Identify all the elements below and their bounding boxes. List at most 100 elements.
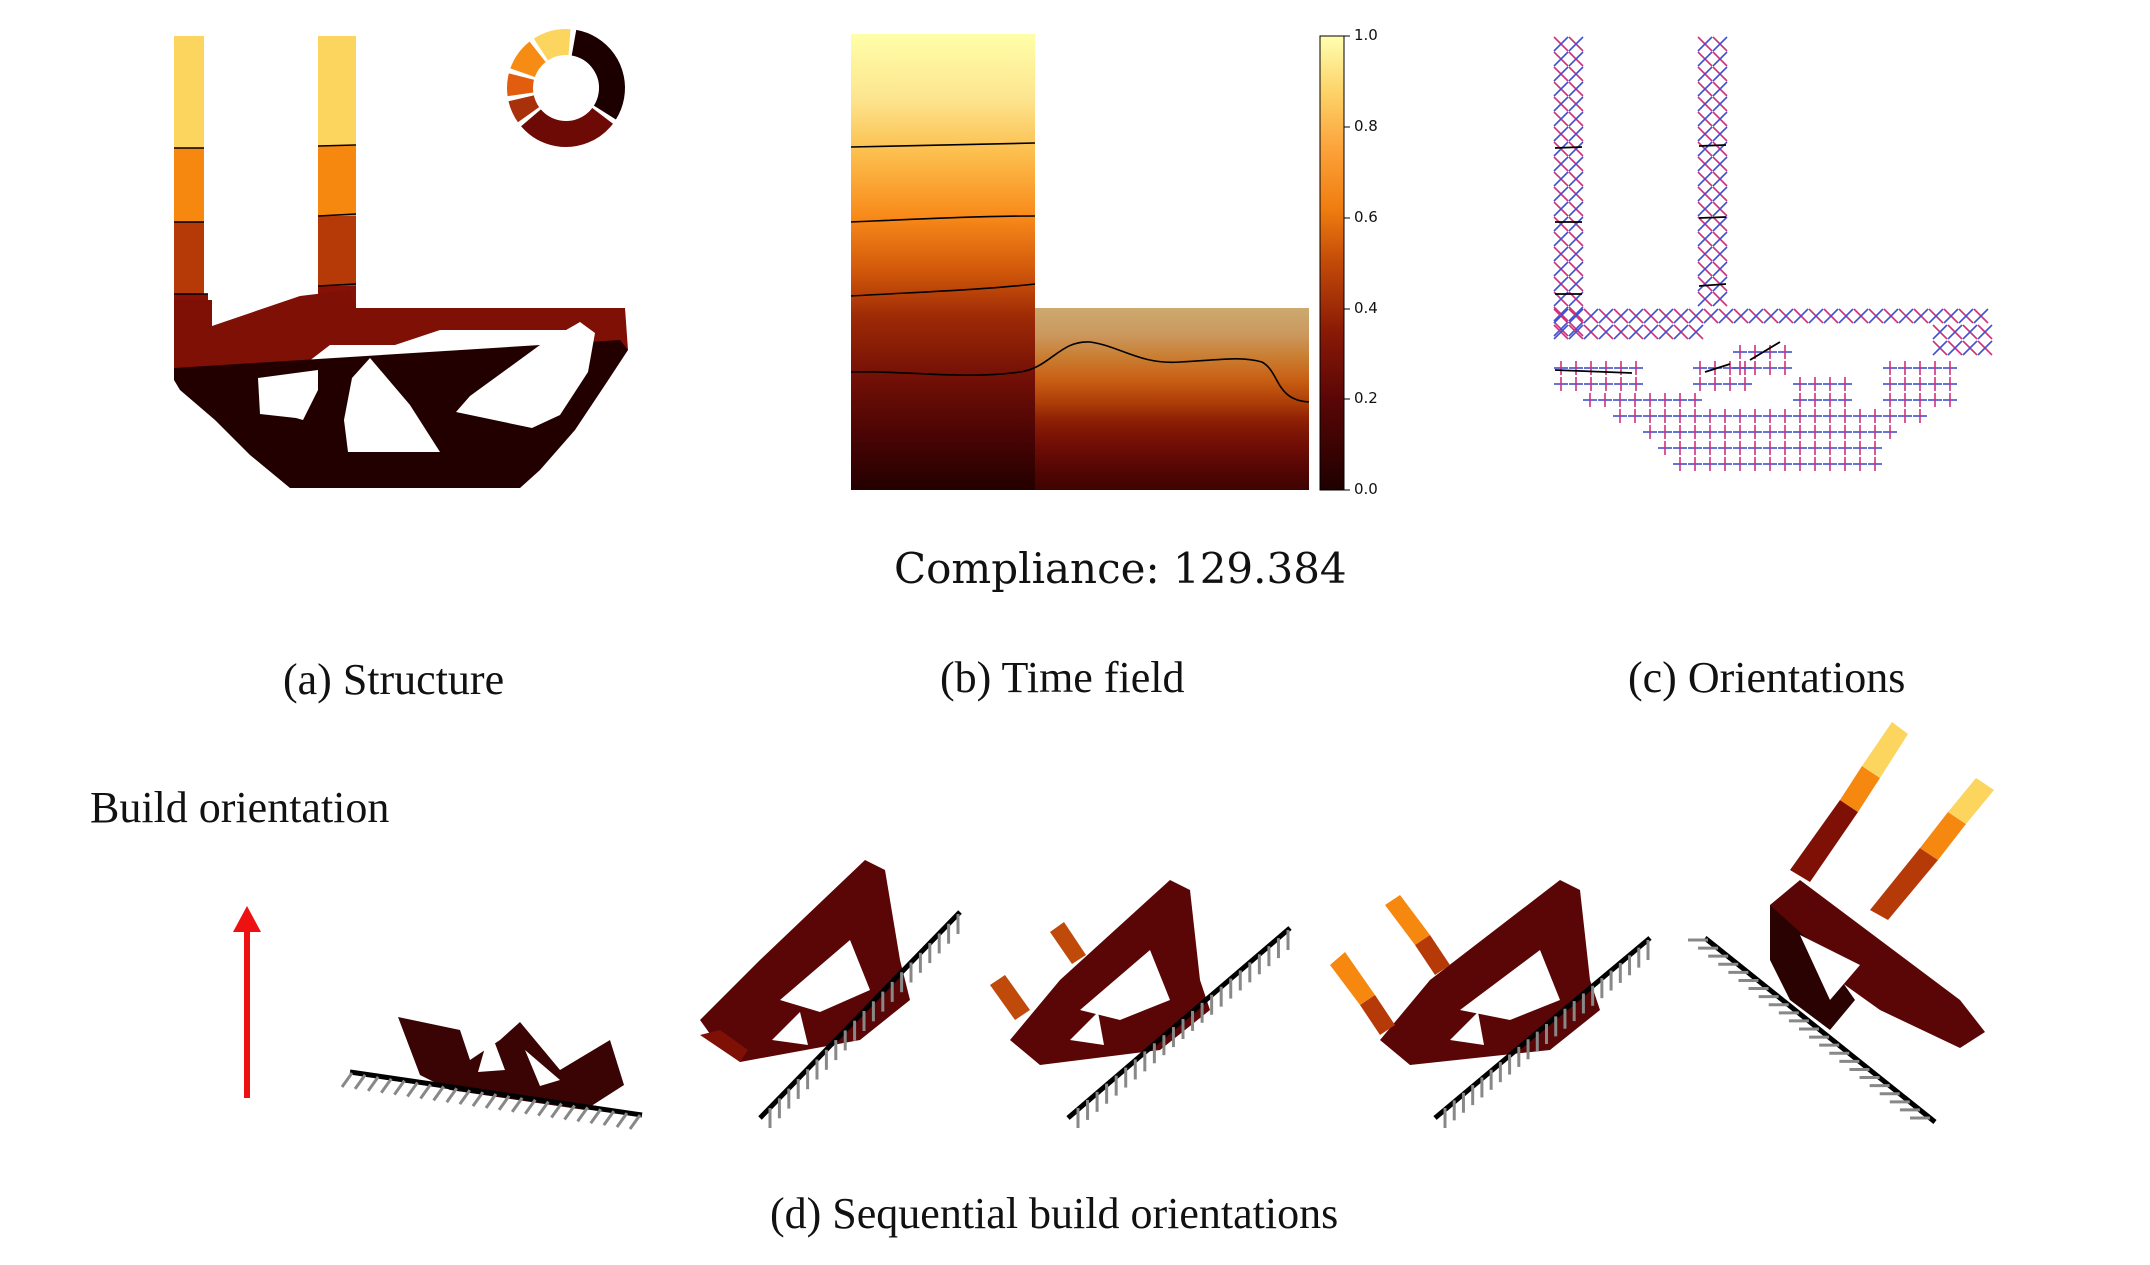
orientation-x-marker (1568, 231, 1584, 247)
orientation-x-marker (1697, 81, 1713, 97)
orientation-x-marker (1568, 276, 1584, 292)
orientation-x-marker (1568, 201, 1584, 217)
orientation-plus-marker (1883, 393, 1897, 407)
orientation-plus-marker (1793, 393, 1807, 407)
compliance-text: Compliance: 129.384 (894, 544, 1347, 593)
structure-right-column (318, 36, 356, 310)
build-step-2 (700, 860, 962, 1128)
orientation-plus-marker (1793, 409, 1807, 423)
orientation-x-marker (1712, 126, 1728, 142)
orientation-x-marker (1883, 308, 1899, 324)
ground-hatch (510, 1096, 524, 1113)
orientation-x-marker (1568, 171, 1584, 187)
orientation-plus-marker (1733, 457, 1747, 471)
orientation-plus-marker (1763, 409, 1777, 423)
orientation-x-marker (1977, 324, 1993, 340)
ground-hatch (589, 1108, 602, 1125)
orientation-plus-marker (1643, 425, 1657, 439)
orientation-plus-marker (1733, 425, 1747, 439)
orientation-plus-marker (1823, 441, 1837, 455)
orientation-plus-marker (1688, 441, 1702, 455)
orientation-plus-marker (1673, 441, 1687, 455)
build-step-5 (1688, 722, 1994, 1124)
orientation-plus-marker (1823, 409, 1837, 423)
orientation-x-marker (1568, 308, 1584, 324)
orientation-x-marker (1697, 201, 1713, 217)
orientation-plus-marker (1723, 377, 1737, 391)
orientation-plus-marker (1703, 409, 1717, 423)
orientation-layer-line (1698, 144, 1727, 147)
orientation-x-marker (1598, 308, 1614, 324)
orientation-x-marker (1913, 308, 1929, 324)
ground-hatch (419, 1083, 432, 1100)
orientation-plus-marker (1628, 393, 1642, 407)
orientation-x-marker (1553, 216, 1569, 232)
orientation-plus-marker (1688, 393, 1702, 407)
contour-1 (850, 142, 1036, 148)
orientation-x-marker (1553, 171, 1569, 187)
orientation-x-marker (1712, 141, 1728, 157)
orientation-plus-marker (1913, 409, 1927, 423)
orientation-plus-marker (1629, 361, 1643, 375)
orientation-plus-marker (1733, 345, 1747, 359)
orientation-plus-marker (1943, 393, 1957, 407)
orientation-plus-marker (1554, 361, 1568, 375)
orientation-plus-marker (1853, 425, 1867, 439)
orientation-plus-marker (1569, 361, 1583, 375)
colorbar (1319, 35, 1350, 491)
orientation-x-marker (1688, 324, 1704, 340)
orientation-plus-marker (1808, 425, 1822, 439)
orientation-x-marker (1613, 324, 1629, 340)
caption-a: (a) Structure (283, 655, 505, 704)
orientation-layer-line (1698, 216, 1727, 219)
orientation-plus-marker (1853, 457, 1867, 471)
orientation-plus-marker (1733, 361, 1747, 375)
orientation-x-marker (1823, 308, 1839, 324)
ground-hatch (445, 1087, 458, 1104)
orientation-x-marker (1613, 308, 1629, 324)
orientation-x-marker (1697, 36, 1713, 52)
orientation-x-marker (1712, 291, 1728, 307)
orientation-plus-marker (1778, 457, 1792, 471)
orientation-x-marker (1568, 51, 1584, 67)
orientation-x-marker (1553, 96, 1569, 112)
orientation-x-marker (1703, 308, 1719, 324)
orientation-plus-marker (1748, 457, 1762, 471)
orientation-x-marker (1583, 324, 1599, 340)
orientation-x-marker (1977, 340, 1993, 356)
structure-hole-3 (456, 322, 595, 428)
orientation-x-marker (1943, 308, 1959, 324)
orientation-plus-marker (1688, 457, 1702, 471)
orientation-plus-marker (1673, 425, 1687, 439)
orientation-x-marker (1658, 308, 1674, 324)
orientation-x-marker (1697, 231, 1713, 247)
orientation-plus-marker (1808, 393, 1822, 407)
orientation-plus-marker (1738, 377, 1752, 391)
orientation-x-marker (1808, 308, 1824, 324)
time-field-plot (850, 34, 1310, 490)
orientation-plus-marker (1793, 441, 1807, 455)
ground-hatch (380, 1077, 393, 1094)
orientation-plus-marker (1643, 409, 1657, 423)
orientation-plus-marker (1584, 377, 1598, 391)
ground-hatch (615, 1112, 629, 1128)
orientation-x-marker (1962, 340, 1978, 356)
ground-hatch (340, 1072, 354, 1088)
orientation-x-marker (1553, 111, 1569, 127)
orientation-x-marker (1553, 261, 1569, 277)
orientation-x-marker (1712, 186, 1728, 202)
orientation-x-marker (1628, 308, 1644, 324)
orientation-plus-marker (1943, 377, 1957, 391)
ground-hatch (432, 1085, 445, 1102)
build-step-1 (340, 1017, 643, 1130)
orientation-x-marker (1553, 321, 1569, 337)
orientation-x-marker (1553, 66, 1569, 82)
orientation-x-marker (1643, 308, 1659, 324)
orientation-x-marker (1553, 51, 1569, 67)
orientation-plus-marker (1868, 441, 1882, 455)
orientation-x-marker (1868, 308, 1884, 324)
orientation-plus-marker (1793, 457, 1807, 471)
orientation-x-marker (1553, 126, 1569, 142)
orientation-plus-marker (1808, 457, 1822, 471)
orientation-x-marker (1553, 308, 1569, 324)
